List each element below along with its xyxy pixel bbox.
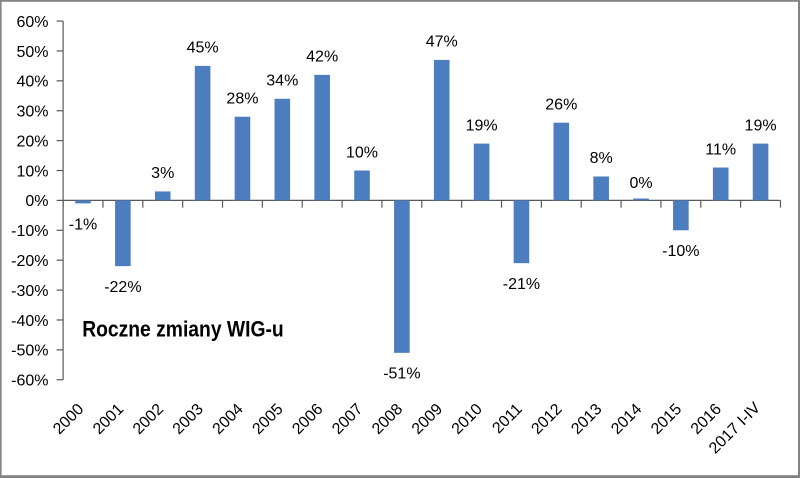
svg-text:30%: 30% xyxy=(16,104,48,121)
svg-text:10%: 10% xyxy=(16,163,48,180)
svg-text:40%: 40% xyxy=(16,74,48,91)
svg-text:50%: 50% xyxy=(16,44,48,61)
svg-text:19%: 19% xyxy=(466,117,498,134)
svg-text:-1%: -1% xyxy=(69,216,97,233)
svg-text:-30%: -30% xyxy=(11,283,48,300)
svg-text:26%: 26% xyxy=(545,96,577,113)
svg-text:-10%: -10% xyxy=(662,243,699,260)
svg-text:45%: 45% xyxy=(187,40,219,57)
svg-text:34%: 34% xyxy=(266,73,298,90)
svg-text:-40%: -40% xyxy=(11,313,48,330)
svg-text:-51%: -51% xyxy=(383,366,420,383)
svg-text:-21%: -21% xyxy=(503,276,540,293)
svg-text:19%: 19% xyxy=(745,117,777,134)
svg-text:20%: 20% xyxy=(16,133,48,150)
svg-text:-50%: -50% xyxy=(11,343,48,360)
svg-text:-20%: -20% xyxy=(11,253,48,270)
svg-text:-22%: -22% xyxy=(104,279,141,296)
svg-text:28%: 28% xyxy=(226,90,258,107)
svg-text:47%: 47% xyxy=(426,34,458,51)
svg-text:3%: 3% xyxy=(151,165,174,182)
svg-text:8%: 8% xyxy=(590,150,613,167)
svg-text:Roczne zmiany WIG-u: Roczne zmiany WIG-u xyxy=(82,316,284,341)
svg-text:-10%: -10% xyxy=(11,223,48,240)
svg-text:0%: 0% xyxy=(629,175,652,192)
svg-text:10%: 10% xyxy=(346,144,378,161)
svg-text:11%: 11% xyxy=(705,141,736,158)
svg-text:42%: 42% xyxy=(306,49,338,66)
svg-text:0%: 0% xyxy=(25,193,48,210)
svg-text:60%: 60% xyxy=(16,14,48,31)
svg-text:-60%: -60% xyxy=(11,373,48,390)
